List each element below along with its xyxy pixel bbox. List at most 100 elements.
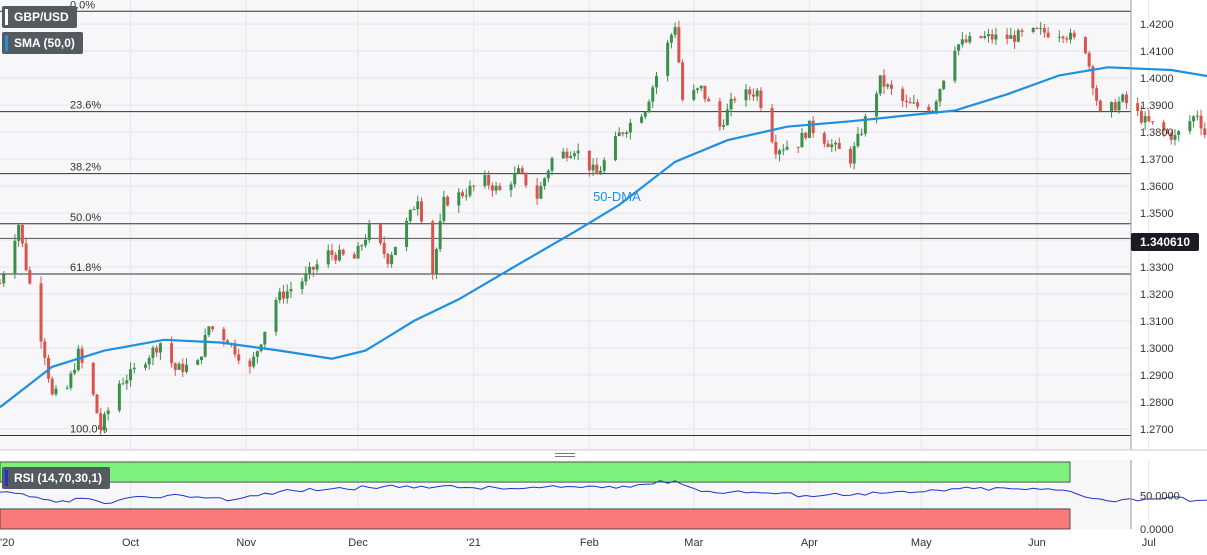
candle-body — [811, 120, 815, 134]
candle-body — [696, 88, 700, 90]
candle-body — [673, 27, 677, 35]
candle-body — [252, 356, 256, 367]
candle-body — [211, 326, 215, 330]
rsi-legend-label: RSI (14,70,30,1) — [14, 471, 103, 485]
candle-body — [121, 383, 125, 385]
candle-body — [274, 300, 278, 332]
candle-body — [725, 109, 729, 126]
candle-body — [535, 185, 539, 199]
candle-body — [1069, 32, 1073, 40]
fib-label: 0.0% — [70, 0, 95, 11]
candle-body — [147, 358, 151, 365]
candle-body — [468, 185, 472, 196]
candle-body — [1162, 122, 1166, 131]
candle-body — [863, 116, 867, 134]
candle-body — [1143, 116, 1147, 123]
pair-legend[interactable]: GBP/USD — [2, 6, 77, 28]
candle-body — [591, 164, 595, 171]
candle-body — [13, 240, 17, 275]
candle-body — [856, 133, 860, 147]
candle-body — [718, 101, 722, 127]
candle-body — [352, 254, 356, 259]
sma-legend[interactable]: SMA (50,0) — [2, 32, 83, 54]
candle-body — [669, 34, 673, 43]
fib-label: 38.2% — [70, 162, 101, 174]
candle-body — [722, 125, 726, 127]
x-tick-label: Oct — [122, 537, 139, 549]
candle-body — [1009, 35, 1013, 39]
candle-body — [550, 158, 554, 171]
candle-body — [681, 62, 685, 100]
rsi-color-swatch — [5, 470, 8, 486]
candle-body — [677, 27, 681, 63]
candle-body — [666, 42, 670, 76]
y-tick-label: 1.3500 — [1140, 208, 1174, 220]
x-edge-label: '20 — [0, 537, 14, 549]
candle-body — [125, 380, 129, 384]
candle-body — [837, 142, 841, 149]
candlestick-series — [0, 20, 1207, 435]
rsi-legend[interactable]: RSI (14,70,30,1) — [2, 467, 111, 489]
candle-body — [572, 153, 576, 157]
candle-body — [158, 343, 162, 353]
panel-splitter-handle[interactable] — [555, 456, 575, 457]
candle-body — [986, 34, 990, 37]
candle-body — [1046, 32, 1050, 38]
candle-body — [934, 101, 938, 111]
candle-body — [654, 75, 658, 88]
y-tick-label: 1.3800 — [1140, 127, 1174, 139]
candle-body — [1083, 37, 1087, 54]
rsi-line — [0, 479, 1207, 505]
candle-body — [699, 85, 703, 89]
candle-body — [543, 178, 547, 186]
candle-body — [99, 413, 103, 430]
candle-body — [263, 331, 267, 345]
candle-body — [826, 143, 830, 148]
candle-body — [1113, 102, 1117, 111]
x-tick-label: Jun — [1028, 537, 1046, 549]
candle-body — [2, 274, 6, 284]
candle-body — [382, 242, 386, 254]
candle-body — [1203, 128, 1207, 136]
candle-body — [143, 364, 147, 368]
candle-body — [569, 156, 573, 158]
candle-body — [785, 146, 789, 150]
candle-body — [904, 100, 908, 103]
grid-layer — [0, 0, 1150, 529]
candle-body — [1061, 36, 1065, 39]
candle-body — [781, 149, 785, 151]
panel-splitter-handle[interactable] — [555, 453, 575, 454]
candle-body — [602, 160, 606, 171]
candle-body — [983, 36, 987, 38]
y-tick-label: 1.2800 — [1140, 397, 1174, 409]
candle-body — [490, 185, 494, 191]
candle-body — [106, 410, 110, 415]
candle-body — [405, 220, 409, 247]
candle-body — [1173, 134, 1177, 140]
candle-body — [968, 36, 972, 43]
candle-body — [979, 36, 983, 38]
candle-body — [155, 347, 159, 353]
sma-series — [0, 66, 1207, 409]
price-panel-background — [0, 0, 1131, 450]
candle-body — [1042, 28, 1046, 33]
candle-body — [483, 175, 487, 187]
candle-body — [1195, 115, 1199, 117]
candle-body — [875, 93, 879, 117]
candle-body — [378, 224, 382, 243]
candle-body — [628, 122, 632, 133]
candle-body — [539, 185, 543, 199]
candle-body — [472, 185, 476, 187]
candle-body — [1192, 116, 1196, 122]
candle-body — [311, 266, 315, 270]
y-tick-label: 1.3600 — [1140, 181, 1174, 193]
candle-body — [621, 132, 625, 135]
candle-body — [1110, 102, 1114, 112]
candle-body — [199, 356, 203, 361]
candle-body — [334, 254, 338, 261]
candle-body — [1072, 32, 1076, 38]
candle-body — [852, 146, 856, 164]
candle-body — [73, 370, 77, 374]
candle-body — [386, 253, 390, 264]
candle-body — [95, 394, 99, 414]
